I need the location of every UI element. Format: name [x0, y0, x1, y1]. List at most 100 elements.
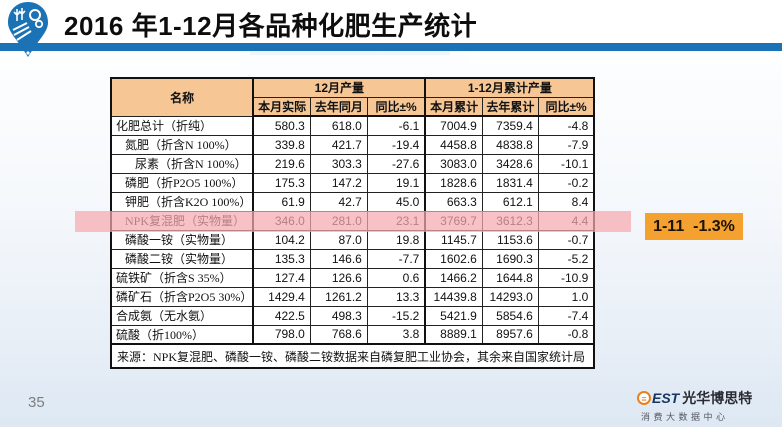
brand-subtitle: 消费大数据中心 — [641, 412, 729, 422]
row-value: 4838.8 — [481, 134, 539, 155]
row-value: 346.0 — [252, 210, 311, 231]
row-value: 1602.6 — [424, 248, 483, 269]
row-name: 硫酸（折100%） — [110, 324, 254, 345]
row-value: 146.6 — [309, 248, 368, 269]
table-row: 钾肥（折含K2O 100%） 61.9 42.7 45.0 663.3 612.1 8.4 — [110, 191, 595, 212]
row-value: 1261.2 — [309, 286, 368, 307]
brand-logo: ≡ EST 光华博思特 消费大数据中心 — [637, 388, 772, 423]
column-header: 本月累计 — [424, 96, 483, 117]
row-value: 580.3 — [252, 115, 311, 136]
column-header-name: 名称 — [110, 77, 254, 117]
row-value: -5.2 — [537, 248, 595, 269]
row-value: 339.8 — [252, 134, 311, 155]
row-value: -7.4 — [537, 305, 595, 326]
row-value: 3612.3 — [481, 210, 539, 231]
table-body: 化肥总计（折纯） 580.3 618.0 -6.1 7004.9 7359.4 -4.8 氮肥… — [110, 115, 595, 345]
row-value: 1145.7 — [424, 229, 483, 250]
column-group-cumulative: 1-12月累计产量 — [424, 77, 595, 98]
row-name: 硫铁矿（折含S 35%） — [110, 267, 254, 288]
row-value: -4.8 — [537, 115, 595, 136]
row-value: 3769.7 — [424, 210, 483, 231]
table-row: 磷酸二铵（实物量） 135.3 146.6 -7.7 1602.6 1690.3 -5.2 — [110, 248, 595, 269]
table-row: 尿素（折含N 100%） 219.6 303.3 -27.6 3083.0 3428.6-… — [110, 153, 595, 174]
row-value: 768.6 — [309, 324, 368, 345]
row-name: 磷酸一铵（实物量） — [110, 229, 254, 250]
row-value: 45.0 — [366, 191, 426, 212]
table-row: 氮肥（折含N 100%） 339.8 421.7 -19.4 4458.8 4838.8-… — [110, 134, 595, 155]
row-value: 1828.6 — [424, 172, 483, 193]
row-value: -0.2 — [537, 172, 595, 193]
table-row: 化肥总计（折纯） 580.3 618.0 -6.1 7004.9 7359.4 -4.8 — [110, 115, 595, 136]
row-name: 磷酸二铵（实物量） — [110, 248, 254, 269]
row-value: 23.1 — [366, 210, 426, 231]
row-value: 4.4 — [537, 210, 595, 231]
farm-pin-logo-icon — [8, 2, 48, 57]
row-value: -10.9 — [537, 267, 595, 288]
row-value: 19.8 — [366, 229, 426, 250]
row-value: -6.1 — [366, 115, 426, 136]
row-value: -19.4 — [366, 134, 426, 155]
row-value: 3083.0 — [424, 153, 483, 174]
row-value: -10.1 — [537, 153, 595, 174]
row-value: 498.3 — [309, 305, 368, 326]
row-value: -7.7 — [366, 248, 426, 269]
row-value: 42.7 — [309, 191, 368, 212]
row-value: 1466.2 — [424, 267, 483, 288]
title-bar — [0, 0, 782, 43]
row-value: 126.6 — [309, 267, 368, 288]
row-value: 13.3 — [366, 286, 426, 307]
row-value: 0.6 — [366, 267, 426, 288]
row-value: -0.8 — [537, 324, 595, 345]
row-value: 8889.1 — [424, 324, 483, 345]
row-value: 3428.6 — [481, 153, 539, 174]
row-name: 磷矿石（折含P2O5 30%） — [110, 286, 254, 307]
brand-est-text: EST — [652, 390, 680, 406]
accent-divider — [0, 43, 782, 51]
row-value: 5854.6 — [481, 305, 539, 326]
row-name: 氮肥（折含N 100%） — [110, 134, 254, 155]
row-value: 3.8 — [366, 324, 426, 345]
row-name: 尿素（折含N 100%） — [110, 153, 254, 174]
row-value: 135.3 — [252, 248, 311, 269]
row-value: 5421.9 — [424, 305, 483, 326]
row-value: 14293.0 — [481, 286, 539, 307]
row-value: 7359.4 — [481, 115, 539, 136]
table-row: NPK复混肥（实物量） 346.0 281.0 23.1 3769.7 3612.3 4.4 — [110, 210, 595, 231]
row-value: 303.3 — [309, 153, 368, 174]
page-title: 2016 年1-12月各品种化肥生产统计 — [64, 11, 478, 41]
row-value: 19.1 — [366, 172, 426, 193]
row-name: 合成氨（无水氨） — [110, 305, 254, 326]
row-value: 618.0 — [309, 115, 368, 136]
row-value: -15.2 — [366, 305, 426, 326]
table-row: 硫铁矿（折含S 35%） 127.4 126.6 0.6 1466.2 1644.8 -10… — [110, 267, 595, 288]
row-value: 147.2 — [309, 172, 368, 193]
page-number: 35 — [28, 394, 45, 411]
row-value: 1153.6 — [481, 229, 539, 250]
annotation-badge: 1-11 -1.3% — [645, 213, 743, 240]
column-header: 去年同月 — [309, 96, 368, 117]
row-value: 1690.3 — [481, 248, 539, 269]
table-row: 磷肥（折P2O5 100%） 175.3 147.2 19.1 1828.6 1831.4… — [110, 172, 595, 193]
row-value: 1.0 — [537, 286, 595, 307]
row-value: 663.3 — [424, 191, 483, 212]
table-row: 合成氨（无水氨） 422.5 498.3 -15.2 5421.9 5854.6 -7.4 — [110, 305, 595, 326]
row-value: -27.6 — [366, 153, 426, 174]
column-header: 同比±% — [537, 96, 595, 117]
brand-name-text: 光华博思特 — [682, 390, 753, 406]
row-value: 4458.8 — [424, 134, 483, 155]
row-name: 钾肥（折含K2O 100%） — [110, 191, 254, 212]
row-value: -0.7 — [537, 229, 595, 250]
row-value: 422.5 — [252, 305, 311, 326]
statistics-table: 名称 12月产量 1-12月累计产量 本月实际 去年同月 同比±% 本月累计 去… — [110, 77, 596, 369]
row-value: -7.9 — [537, 134, 595, 155]
row-value: 1429.4 — [252, 286, 311, 307]
table-row: 磷酸一铵（实物量） 104.2 87.0 19.8 1145.7 1153.6 -0.7 — [110, 229, 595, 250]
row-value: 8957.6 — [481, 324, 539, 345]
table-row: 磷矿石（折含P2O5 30%） 1429.4 1261.2 13.3 14439.8 14… — [110, 286, 595, 307]
row-value: 8.4 — [537, 191, 595, 212]
row-value: 1831.4 — [481, 172, 539, 193]
row-value: 7004.9 — [424, 115, 483, 136]
table-row: 硫酸（折100%） 798.0 768.6 3.8 8889.1 8957.6 -0.8 — [110, 324, 595, 345]
best-logo-icon: ≡ — [637, 391, 651, 405]
